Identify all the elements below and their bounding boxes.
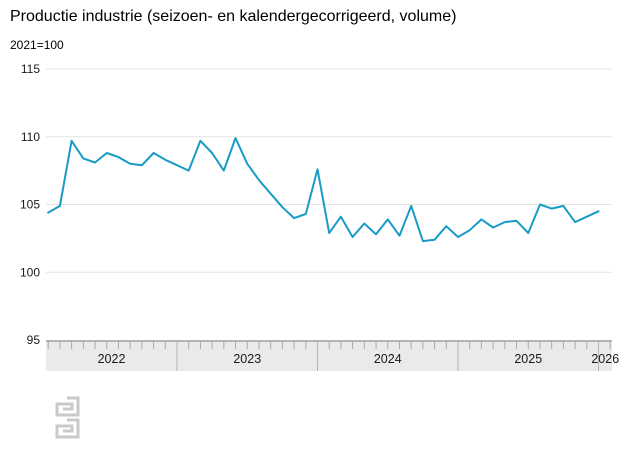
svg-text:2024: 2024: [374, 352, 402, 366]
cbs-logo-icon: [55, 396, 80, 439]
svg-text:2025: 2025: [514, 352, 542, 366]
svg-text:115: 115: [21, 62, 40, 76]
chart-title: Productie industrie (seizoen- en kalende…: [10, 8, 457, 25]
svg-text:2023: 2023: [233, 352, 261, 366]
y-axis-labels: 95 100 105 110 115: [20, 62, 40, 347]
x-axis-year-labels: 2022 2023 2024 2025 2026: [98, 352, 620, 366]
svg-text:105: 105: [20, 198, 40, 212]
x-axis-month-ticks: [47, 341, 611, 371]
chart-unit-label: 2021=100: [10, 38, 64, 52]
production-series-line: [47, 137, 600, 243]
svg-text:110: 110: [21, 130, 40, 144]
svg-text:2022: 2022: [98, 352, 126, 366]
svg-text:2026: 2026: [591, 352, 619, 366]
y-gridlines: [46, 68, 612, 273]
svg-text:100: 100: [20, 265, 40, 279]
svg-text:95: 95: [27, 333, 41, 347]
